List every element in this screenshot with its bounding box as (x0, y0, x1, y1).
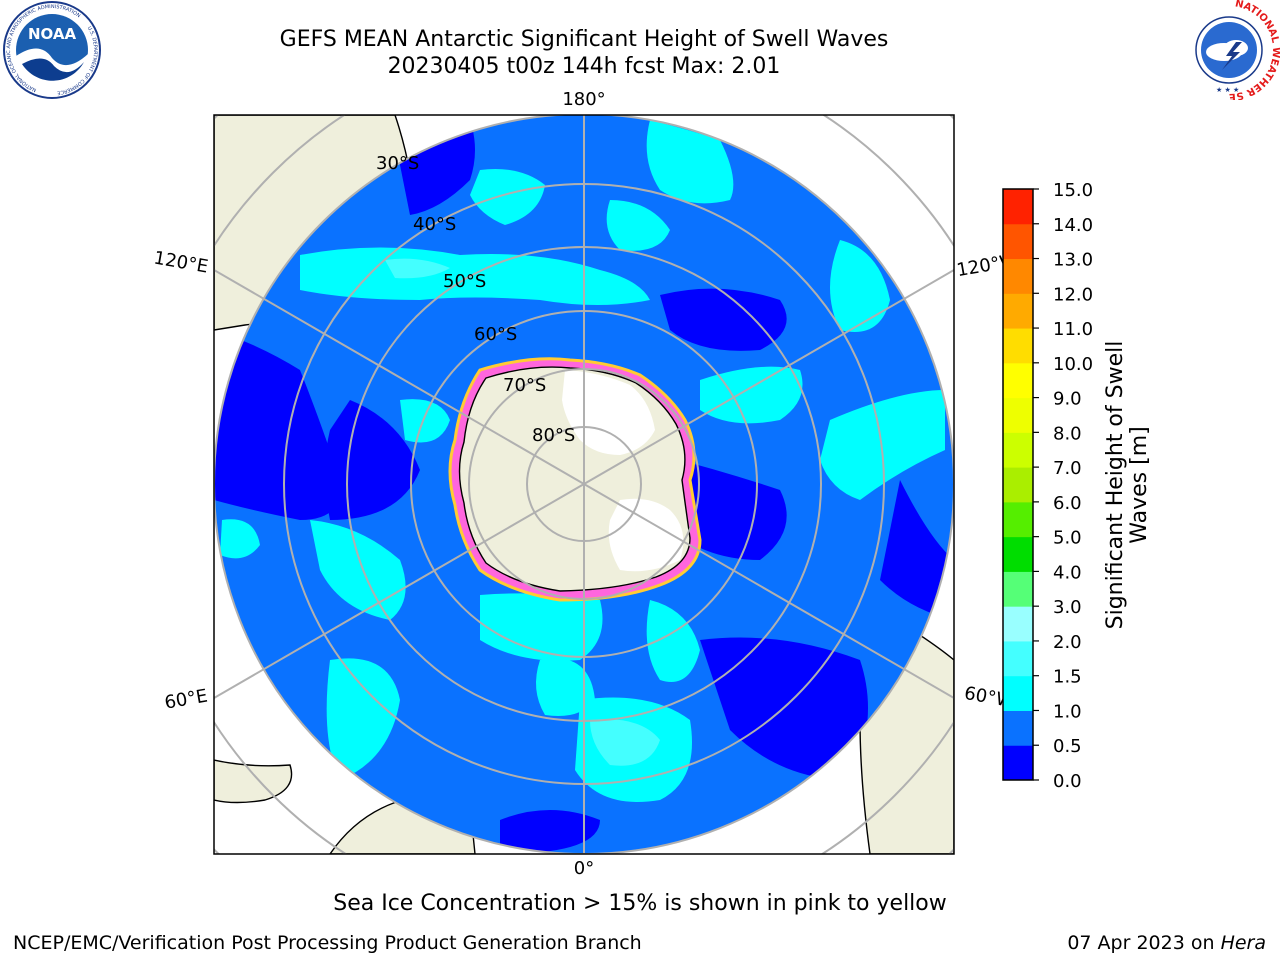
lon-label-180: 180° (562, 89, 605, 110)
colorbar-tick-label: 5.0 (1053, 528, 1082, 549)
colorbar-segment (1003, 606, 1033, 642)
swell-mid-regions (220, 120, 945, 802)
colorbar-tick-label: 3.0 (1053, 597, 1082, 618)
colorbar-label: Significant Height of Swell Waves [m] (1103, 340, 1152, 630)
colorbar-tick-label: 6.0 (1053, 493, 1082, 514)
footer-system: Hera (1220, 932, 1266, 954)
footer-date: 07 Apr 2023 on Hera (1067, 932, 1266, 954)
colorbar-segment (1003, 640, 1033, 677)
chart-title: GEFS MEAN Antarctic Significant Height o… (279, 27, 889, 52)
footer-date-text: 07 Apr 2023 on (1067, 932, 1215, 954)
lat-label-60s: 60°S (474, 324, 517, 345)
lat-label-30s: 30°S (376, 153, 419, 174)
colorbar-segment (1003, 675, 1033, 711)
colorbar-segment (1003, 745, 1033, 781)
colorbar-segment (1003, 536, 1033, 572)
colorbar-frame (1002, 188, 1034, 781)
footer-credit: NCEP/EMC/Verification Post Processing Pr… (13, 932, 642, 954)
colorbar-segment (1003, 571, 1033, 607)
colorbar-tick-label: 13.0 (1053, 250, 1093, 271)
sea-ice-note: Sea Ice Concentration > 15% is shown in … (333, 891, 947, 916)
noaa-logo-text: NOAA (28, 25, 77, 43)
colorbar-segment (1003, 293, 1033, 329)
lon-label-60e: 60°E (163, 685, 209, 713)
colorbar-tick-label: 14.0 (1053, 215, 1093, 236)
colorbar-tick-label: 1.5 (1053, 667, 1082, 688)
lat-label-40s: 40°S (413, 214, 456, 235)
graticule (214, 115, 954, 854)
colorbar-segment (1003, 328, 1033, 364)
noaa-logo: NOAA NATIONAL OCEANIC AND ATMOSPHERIC AD… (3, 1, 101, 99)
colorbar-tick-label: 10.0 (1053, 354, 1093, 375)
colorbar-segment (1003, 501, 1033, 538)
lat-label-50s: 50°S (443, 271, 486, 292)
colorbar-segment (1003, 258, 1033, 294)
colorbar-tick-label: 15.0 (1053, 180, 1093, 201)
colorbar-tick-label: 1.0 (1053, 701, 1082, 722)
lat-label-70s: 70°S (503, 375, 546, 396)
colorbar-segment (1003, 189, 1033, 225)
nws-logo: NATIONAL WEATHER SERVICE ★ ★ ★ (1178, 0, 1280, 100)
colorbar-tick-label: 12.0 (1053, 284, 1093, 305)
colorbar-segment (1003, 223, 1033, 260)
colorbar-segment (1003, 432, 1033, 468)
colorbar-tick-label: 0.5 (1053, 736, 1082, 757)
colorbar-tick-label: 8.0 (1053, 423, 1082, 444)
colorbar-tick-label: 11.0 (1053, 319, 1093, 340)
colorbar-tick-label: 2.0 (1053, 632, 1082, 653)
colorbar-tick-label: 7.0 (1053, 458, 1082, 479)
colorbar-segment (1003, 397, 1033, 433)
svg-text:★ ★ ★: ★ ★ ★ (1216, 86, 1239, 94)
lon-label-0: 0° (574, 858, 594, 879)
map-frame (213, 114, 955, 855)
swell-upper-regions (385, 258, 660, 766)
colorbar-tick-label: 4.0 (1053, 562, 1082, 583)
lon-label-120e: 120°E (152, 247, 210, 277)
colorbar-tick-label: 9.0 (1053, 389, 1082, 410)
colorbar-tick-label: 0.0 (1053, 771, 1082, 792)
lat-label-80s: 80°S (532, 425, 575, 446)
colorbar-segment (1003, 362, 1033, 399)
colorbar: 0.0 0.5 1.0 1.5 2.0 3.0 4.0 5.0 6.0 7.0 8.0 9.0 10.0… (1002, 180, 1093, 792)
latitude-labels: 30°S 40°S 50°S 60°S 70°S 80°S (376, 153, 575, 446)
colorbar-segment (1003, 710, 1033, 746)
chart-subtitle: 20230405 t00z 144h fcst Max: 2.01 (387, 54, 781, 79)
colorbar-segment (1003, 467, 1033, 503)
